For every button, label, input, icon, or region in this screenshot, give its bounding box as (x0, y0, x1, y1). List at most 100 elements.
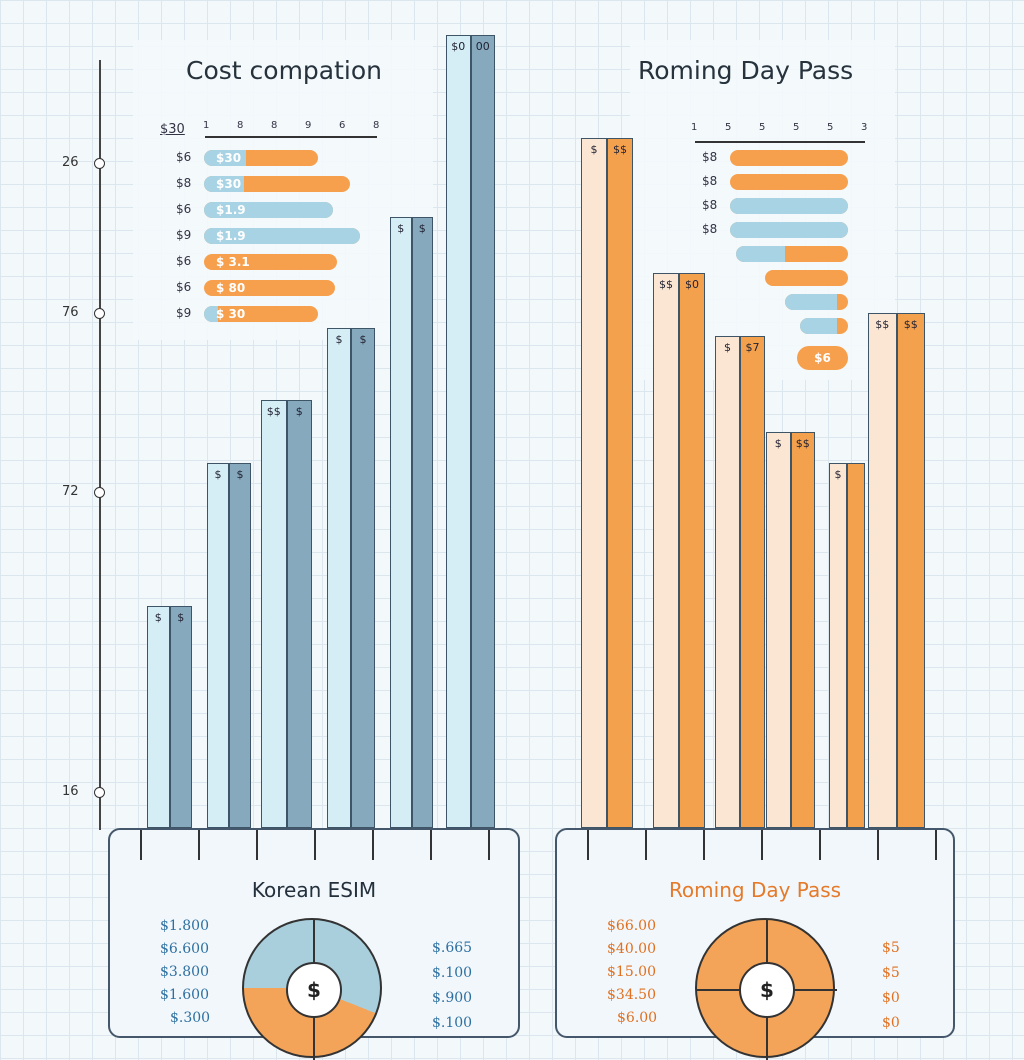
left-inset-tick: 8 (271, 120, 278, 131)
card-right-value: $.100 (432, 1015, 473, 1031)
right-bar: $0 (679, 272, 705, 828)
left-bar: $ (351, 328, 375, 828)
right-bar: $$ (653, 272, 679, 828)
card-left-value: $.300 (170, 1010, 211, 1026)
card-left-value: $66.00 (607, 918, 656, 934)
y-tick-label: 26 (62, 155, 79, 170)
left-inset-row-label: $8 (176, 176, 192, 190)
left-bar: $ (286, 399, 312, 828)
left-inset-bar: $1.9 (204, 228, 360, 244)
left-inset-tick: 8 (373, 120, 380, 131)
card-left-value: $1.800 (160, 918, 209, 934)
right-inset-tick: 1 (691, 122, 698, 133)
bar-blue-part (204, 150, 247, 166)
bar-blue-part (204, 306, 218, 322)
card-left-value: $15.00 (607, 964, 656, 980)
card-right-value: $.100 (432, 965, 473, 981)
bar-blue-part (204, 228, 360, 244)
card-tick (935, 830, 937, 860)
card-tick (140, 830, 142, 860)
card-tick (314, 830, 316, 860)
left-inset-row-label: $6 (176, 150, 192, 164)
left-bar: $ (207, 463, 229, 828)
right-inset-row-label: $8 (702, 174, 718, 188)
y-tick-label: 76 (62, 305, 79, 320)
dollar-icon: $ (286, 962, 342, 1018)
card-right-value: $5 (882, 940, 900, 956)
card-tick (488, 830, 490, 860)
left-inset-bar-label: $1.9 (216, 203, 246, 217)
pie-chart: $ (242, 918, 382, 1060)
right-bar: $ (829, 463, 847, 828)
left-inset-tick: 1 (203, 120, 210, 131)
left-bar: $0 (446, 35, 471, 828)
left-inset-tick: 6 (339, 120, 346, 131)
card-left-value: $3.800 (160, 964, 209, 980)
left-inset-bar-label: $30 (216, 151, 242, 165)
left-inset-bar: $30 (204, 150, 318, 166)
left-inset-tick: 8 (237, 120, 244, 131)
right-inset-tick: 5 (725, 122, 732, 133)
card-tick (819, 830, 821, 860)
right-inset-bar (735, 246, 848, 262)
card-left-value: $34.50 (607, 987, 656, 1003)
left-inset-axis (205, 136, 377, 138)
card-right-value: $.665 (432, 940, 473, 956)
bar-blue-part (730, 222, 848, 238)
card-tick (256, 830, 258, 860)
card-tick (198, 830, 200, 860)
card-title: Korean ESIM (251, 878, 377, 902)
left-inset-row-label: $9 (176, 306, 192, 320)
y-tick-label: 16 (62, 784, 79, 799)
right-bar: $$ (896, 312, 925, 828)
left-bar: $ (229, 463, 251, 828)
right-bar: $ (766, 431, 791, 828)
left-inset-row-label: $6 (176, 202, 192, 216)
left-inset-bar-label: $ 30 (216, 307, 246, 321)
bar-blue-part (204, 176, 244, 192)
y-tick-marker (94, 308, 105, 319)
left-bar: $ (390, 217, 412, 828)
right-inset-row-label: $8 (702, 150, 718, 164)
card-tick (761, 830, 763, 860)
dollar-icon: $ (739, 962, 795, 1018)
right-bar: $$ (790, 431, 815, 828)
bar-blue-part (799, 318, 837, 334)
left-inset-tick: 9 (305, 120, 312, 131)
right-inset-bar (730, 174, 848, 190)
left-title: Cost compation (186, 56, 382, 85)
left-inset-bar-label: $1.9 (216, 229, 246, 243)
right-bar: $$ (868, 312, 897, 828)
right-title: Roming Day Pass (638, 56, 854, 85)
card-tick (372, 830, 374, 860)
right-inset-tick: 5 (827, 122, 834, 133)
y-axis (99, 60, 101, 830)
card-right-value: $0 (882, 990, 900, 1006)
left-inset-bar: $1.9 (204, 202, 334, 218)
card-left-value: $6.600 (160, 941, 209, 957)
right-inset-bar (765, 270, 848, 286)
card-right-value: $5 (882, 965, 900, 981)
right-inset-tick: 3 (861, 122, 868, 133)
right-inset-row-label: $8 (702, 198, 718, 212)
bar-blue-part (730, 198, 848, 214)
card-left-value: $6.00 (617, 1010, 658, 1026)
bar-blue-part (785, 294, 837, 310)
card-tick (645, 830, 647, 860)
y-tick-marker (94, 487, 105, 498)
right-inset-row-label: $8 (702, 222, 718, 236)
card-tick (430, 830, 432, 860)
right-inset-bar (799, 318, 848, 334)
bar-blue-part (735, 246, 786, 262)
card-tick (877, 830, 879, 860)
left-inset-row-label: $6 (176, 254, 192, 268)
right-bar: $ (581, 138, 607, 828)
left-inset-bar-label: $ 80 (216, 281, 246, 295)
left-bar: 00 (470, 35, 495, 828)
left-inset-bar-label: $30 (216, 177, 242, 191)
right-inset-bar (785, 294, 848, 310)
right-bar: $7 (740, 336, 765, 828)
left-inset-bar-label: $ 3.1 (216, 255, 250, 269)
card-title: Roming Day Pass (668, 878, 842, 902)
right-inset-bar (730, 198, 848, 214)
